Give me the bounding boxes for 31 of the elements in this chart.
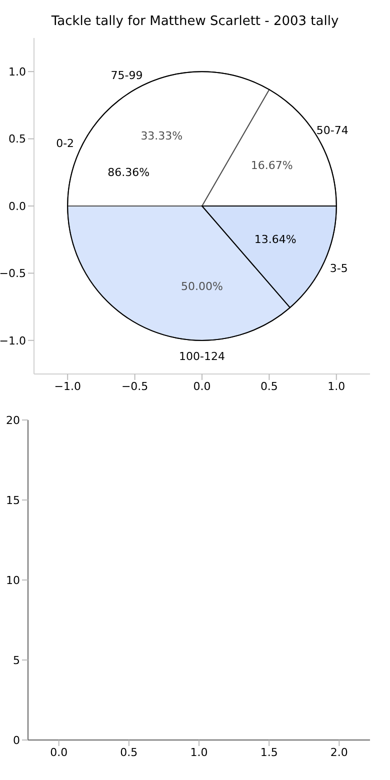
x-tick-label: 0.5 [120, 746, 138, 759]
x-tick-label: 1.0 [328, 380, 346, 393]
x-tick-label: −0.5 [121, 380, 148, 393]
data-label: 33.33% [140, 130, 183, 143]
slice-label: 75-99 [110, 69, 143, 82]
slice-label: 100-124 [179, 350, 225, 364]
y-tick-label: −0.5 [0, 267, 26, 280]
x-tick-label: 0.5 [260, 380, 278, 393]
y-tick-label: 0 [13, 734, 20, 747]
y-tick-label: 15 [6, 494, 20, 507]
x-tick-label: 1.0 [190, 746, 208, 759]
x-tick-label: 0.0 [193, 380, 211, 393]
data-label: 13.64% [254, 233, 296, 246]
y-tick-label: 20 [6, 414, 20, 427]
y-tick-label: 5 [13, 654, 20, 667]
chart-title: Tackle tally for Matthew Scarlett - 2003 tally [50, 14, 340, 29]
slice-label: 0-2 [56, 136, 74, 150]
slice-label: 3-5 [330, 262, 348, 276]
y-tick-label: 10 [6, 574, 20, 587]
y-tick-label: 1.0 [8, 66, 26, 79]
x-tick-label: −1.0 [54, 380, 81, 393]
x-tick-label: 2.0 [330, 746, 348, 759]
x-tick-label: 1.5 [260, 746, 278, 759]
data-label: 50.00% [181, 280, 223, 294]
slice-label: 50-74 [316, 124, 348, 138]
data-label: 86.36% [108, 166, 150, 179]
x-tick-label: 0.0 [50, 746, 68, 759]
data-label: 16.67% [250, 159, 293, 172]
y-tick-label: 0.5 [8, 132, 26, 146]
y-tick-label: −1.0 [0, 334, 26, 348]
y-tick-label: 0.0 [8, 200, 26, 213]
